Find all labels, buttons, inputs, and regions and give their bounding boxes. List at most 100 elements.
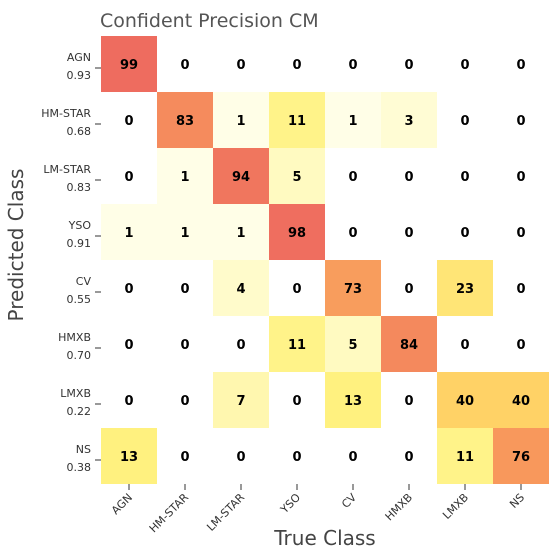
cell-value-label: 1 (124, 226, 133, 241)
cell-value-label: 0 (124, 282, 133, 297)
cell-value-label: 1 (180, 170, 189, 185)
heatmap-cell (157, 204, 213, 260)
y-tick-score: 0.83 (67, 181, 92, 194)
y-tick-score: 0.68 (67, 125, 92, 138)
cell-value-label: 0 (348, 450, 357, 465)
cell-value-label: 0 (348, 226, 357, 241)
y-tick-label: LM-STAR (43, 163, 91, 176)
cell-value-label: 0 (404, 170, 413, 185)
x-tick-label: HM-STAR (147, 491, 192, 536)
cell-value-label: 13 (120, 450, 138, 465)
cell-value-label: 1 (236, 114, 245, 129)
y-tick-label: YSO (68, 219, 92, 232)
heatmap-cell (101, 428, 157, 484)
cell-value-label: 23 (456, 282, 474, 297)
heatmap-cell (325, 372, 381, 428)
cell-value-label: 73 (344, 282, 362, 297)
heatmap-cell (213, 372, 269, 428)
cell-value-label: 98 (288, 226, 306, 241)
cell-value-label: 0 (516, 282, 525, 297)
cell-value-label: 0 (460, 58, 469, 73)
heatmap-cell (437, 372, 493, 428)
y-tick-label: HM-STAR (41, 107, 91, 120)
cell-value-label: 0 (292, 394, 301, 409)
cell-value-label: 76 (512, 450, 530, 465)
cell-value-label: 0 (124, 170, 133, 185)
cell-value-label: 0 (460, 170, 469, 185)
cell-value-label: 3 (404, 114, 413, 129)
cell-value-label: 13 (344, 394, 362, 409)
y-tick-label: HMXB (58, 331, 91, 344)
cell-value-label: 0 (180, 282, 189, 297)
cell-value-label: 0 (404, 394, 413, 409)
cell-value-label: 1 (180, 226, 189, 241)
cell-value-label: 0 (460, 338, 469, 353)
heatmap-cell (213, 204, 269, 260)
cell-value-label: 1 (348, 114, 357, 129)
y-tick-score: 0.22 (67, 405, 92, 418)
y-tick-score: 0.38 (67, 461, 92, 474)
heatmap-cell (437, 428, 493, 484)
cell-value-label: 0 (404, 282, 413, 297)
cell-value-label: 0 (348, 58, 357, 73)
x-tick-label: NS (507, 491, 527, 511)
heatmap-cell (381, 316, 437, 372)
cell-value-label: 0 (292, 450, 301, 465)
heatmap-cell (101, 36, 157, 92)
heatmap-cell (269, 92, 325, 148)
cell-value-label: 40 (512, 394, 530, 409)
heatmap-cell (325, 92, 381, 148)
x-tick-label: LM-STAR (204, 491, 247, 534)
x-tick-label: LMXB (440, 491, 471, 522)
cell-value-label: 0 (180, 338, 189, 353)
cell-value-label: 11 (456, 450, 474, 465)
cell-value-label: 11 (288, 338, 306, 353)
heatmap-values: 99 0 0 0 0 0 0 00 83 1 11 1 3 0 00 1 94 5 0 0 0 01 1 1 98 0 0 0 00 0 4… (120, 58, 530, 465)
y-tick-label: LMXB (60, 387, 91, 400)
cell-value-label: 40 (456, 394, 474, 409)
cell-value-label: 0 (180, 450, 189, 465)
cell-value-label: 1 (236, 226, 245, 241)
heatmap-cell (213, 92, 269, 148)
heatmap-cells (101, 36, 549, 484)
cell-value-label: 0 (516, 226, 525, 241)
chart-title: Confident Precision CM (100, 10, 319, 32)
cell-value-label: 0 (292, 282, 301, 297)
cell-value-label: 0 (236, 450, 245, 465)
x-axis-title: True Class (273, 526, 375, 550)
y-axis-title: Predicted Class (4, 169, 28, 322)
cell-value-label: 0 (516, 58, 525, 73)
heatmap-cell (325, 316, 381, 372)
x-tick-label: YSO (277, 491, 303, 517)
heatmap-cell (493, 428, 549, 484)
y-tick-label: AGN (67, 51, 91, 64)
cell-value-label: 5 (292, 170, 301, 185)
cell-value-label: 0 (236, 58, 245, 73)
cell-value-label: 0 (124, 394, 133, 409)
cell-value-label: 0 (292, 58, 301, 73)
cell-value-label: 0 (516, 338, 525, 353)
cell-value-label: 0 (516, 114, 525, 129)
y-tick-score: 0.91 (67, 237, 92, 250)
cell-value-label: 4 (236, 282, 245, 297)
cell-value-label: 0 (180, 394, 189, 409)
cell-value-label: 0 (180, 58, 189, 73)
cell-value-label: 5 (348, 338, 357, 353)
cell-value-label: 94 (232, 170, 250, 185)
y-tick-label: CV (76, 275, 92, 288)
heatmap-cell (269, 204, 325, 260)
heatmap-cell (493, 372, 549, 428)
cell-value-label: 0 (124, 114, 133, 129)
y-tick-score: 0.70 (67, 349, 92, 362)
cell-value-label: 0 (460, 226, 469, 241)
cell-value-label: 11 (288, 114, 306, 129)
heatmap-cell (213, 260, 269, 316)
cell-value-label: 0 (460, 114, 469, 129)
y-tick-label: NS (76, 443, 91, 456)
heatmap-cell (157, 148, 213, 204)
cell-value-label: 0 (404, 226, 413, 241)
heatmap-cell (437, 260, 493, 316)
cell-value-label: 0 (348, 170, 357, 185)
y-tick-score: 0.93 (67, 69, 92, 82)
